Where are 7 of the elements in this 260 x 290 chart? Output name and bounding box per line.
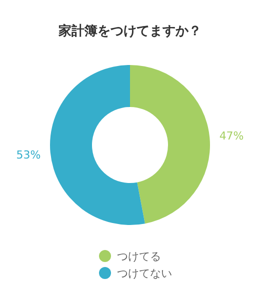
legend-label: つけてない <box>117 267 172 280</box>
data-label: 47% <box>219 129 244 142</box>
legend-label: つけてる <box>117 250 161 263</box>
donut-slice <box>50 65 145 225</box>
chart-title: 家計簿をつけてますか？ <box>58 23 202 39</box>
donut-slice <box>130 65 210 224</box>
data-label: 53% <box>16 148 41 162</box>
